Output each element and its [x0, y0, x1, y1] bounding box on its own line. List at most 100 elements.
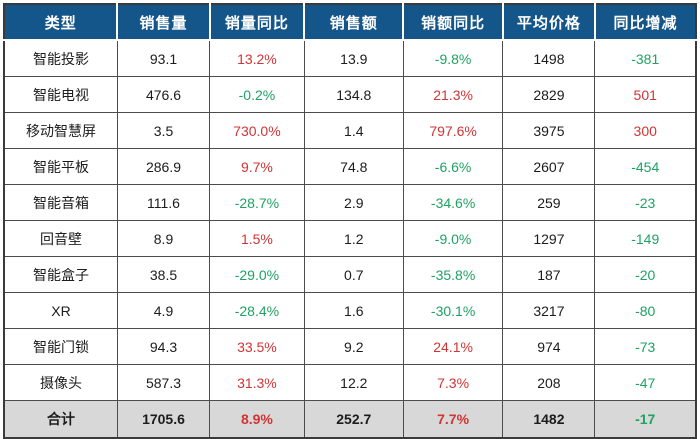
volume-yoy-cell: -28.7%	[209, 184, 305, 221]
type-cell: 智能门锁	[3, 328, 118, 365]
header-sales-amount: 销售额	[304, 4, 405, 41]
sales-volume-cell: 38.5	[116, 256, 211, 293]
sales-amount-cell: 12.2	[303, 364, 404, 401]
sales-amount-cell: 2.9	[303, 184, 404, 221]
sales-amount-cell: 1.6	[303, 292, 404, 329]
sales-volume-cell: 4.9	[116, 292, 211, 329]
volume-yoy-cell: 730.0%	[209, 112, 305, 149]
amount-yoy-cell: -6.6%	[402, 148, 504, 185]
avg-price-cell: 1297	[502, 220, 596, 257]
volume-yoy-cell: -28.4%	[209, 292, 305, 329]
yoy-change-cell: -20	[594, 256, 697, 293]
total-avg-price-cell: 1482	[502, 400, 596, 439]
sales-amount-cell: 0.7	[303, 256, 404, 293]
table-header: 类型 销售量 销量同比 销售额 销额同比 平均价格 同比增减	[4, 4, 696, 41]
sales-volume-cell: 3.5	[116, 112, 211, 149]
header-type: 类型	[4, 4, 119, 41]
sales-volume-cell: 93.1	[116, 39, 211, 77]
amount-yoy-cell: -9.8%	[402, 39, 504, 77]
sales-amount-cell: 13.9	[303, 39, 404, 77]
sales-volume-cell: 111.6	[116, 184, 211, 221]
volume-yoy-cell: 31.3%	[209, 364, 305, 401]
yoy-change-cell: 300	[594, 112, 697, 149]
sales-amount-cell: 1.2	[303, 220, 404, 257]
volume-yoy-cell: -29.0%	[209, 256, 305, 293]
sales-amount-cell: 1.4	[303, 112, 404, 149]
table-row: XR 4.9 -28.4% 1.6 -30.1% 3217 -80	[3, 292, 697, 329]
table-row: 智能电视 476.6 -0.2% 134.8 21.3% 2829 501	[3, 76, 697, 113]
avg-price-cell: 1498	[502, 39, 596, 77]
type-cell: 移动智慧屏	[3, 112, 118, 149]
sales-volume-cell: 286.9	[116, 148, 211, 185]
sales-table: 类型 销售量 销量同比 销售额 销额同比 平均价格 同比增减 智能投影 93.1…	[3, 3, 697, 439]
header-yoy-change: 同比增减	[594, 4, 696, 41]
volume-yoy-cell: 9.7%	[209, 148, 305, 185]
volume-yoy-cell: -0.2%	[209, 76, 305, 113]
yoy-change-cell: -73	[594, 328, 697, 365]
type-cell: 智能投影	[3, 39, 118, 77]
type-cell: XR	[3, 292, 118, 329]
amount-yoy-cell: 21.3%	[402, 76, 504, 113]
yoy-change-cell: -381	[594, 39, 697, 77]
type-cell: 智能电视	[3, 76, 118, 113]
avg-price-cell: 187	[502, 256, 596, 293]
type-cell: 摄像头	[3, 364, 118, 401]
type-cell: 智能音箱	[3, 184, 118, 221]
header-sales-volume: 销售量	[117, 4, 211, 41]
sales-volume-cell: 476.6	[116, 76, 211, 113]
table-row: 智能投影 93.1 13.2% 13.9 -9.8% 1498 -381	[3, 39, 697, 77]
amount-yoy-cell: -35.8%	[402, 256, 504, 293]
type-cell: 回音壁	[3, 220, 118, 257]
header-volume-yoy: 销量同比	[209, 4, 306, 41]
avg-price-cell: 974	[502, 328, 596, 365]
volume-yoy-cell: 13.2%	[209, 39, 305, 77]
table-row: 智能平板 286.9 9.7% 74.8 -6.6% 2607 -454	[3, 148, 697, 185]
yoy-change-cell: -149	[594, 220, 697, 257]
type-cell: 智能盒子	[3, 256, 118, 293]
table-row: 回音壁 8.9 1.5% 1.2 -9.0% 1297 -149	[3, 220, 697, 257]
amount-yoy-cell: 797.6%	[402, 112, 504, 149]
total-volume-yoy-cell: 8.9%	[209, 400, 305, 439]
avg-price-cell: 208	[502, 364, 596, 401]
total-yoy-change-cell: -17	[594, 400, 697, 439]
table-row: 智能盒子 38.5 -29.0% 0.7 -35.8% 187 -20	[3, 256, 697, 293]
total-sales-amount-cell: 252.7	[303, 400, 404, 439]
sales-amount-cell: 9.2	[303, 328, 404, 365]
amount-yoy-cell: 24.1%	[402, 328, 504, 365]
amount-yoy-cell: 7.3%	[402, 364, 504, 401]
yoy-change-cell: 501	[594, 76, 697, 113]
amount-yoy-cell: -34.6%	[402, 184, 504, 221]
sales-volume-cell: 587.3	[116, 364, 211, 401]
table-row: 摄像头 587.3 31.3% 12.2 7.3% 208 -47	[3, 364, 697, 401]
avg-price-cell: 3217	[502, 292, 596, 329]
table-row: 移动智慧屏 3.5 730.0% 1.4 797.6% 3975 300	[3, 112, 697, 149]
volume-yoy-cell: 33.5%	[209, 328, 305, 365]
sales-amount-cell: 74.8	[303, 148, 404, 185]
avg-price-cell: 259	[502, 184, 596, 221]
table-body: 智能投影 93.1 13.2% 13.9 -9.8% 1498 -381 智能电…	[3, 39, 697, 439]
avg-price-cell: 2607	[502, 148, 596, 185]
sales-volume-cell: 94.3	[116, 328, 211, 365]
avg-price-cell: 2829	[502, 76, 596, 113]
yoy-change-cell: -80	[594, 292, 697, 329]
yoy-change-cell: -23	[594, 184, 697, 221]
amount-yoy-cell: -9.0%	[402, 220, 504, 257]
amount-yoy-cell: -30.1%	[402, 292, 504, 329]
yoy-change-cell: -47	[594, 364, 697, 401]
sales-volume-cell: 8.9	[116, 220, 211, 257]
volume-yoy-cell: 1.5%	[209, 220, 305, 257]
avg-price-cell: 3975	[502, 112, 596, 149]
total-amount-yoy-cell: 7.7%	[402, 400, 504, 439]
table-row: 智能音箱 111.6 -28.7% 2.9 -34.6% 259 -23	[3, 184, 697, 221]
page: 类型 销售量 销量同比 销售额 销额同比 平均价格 同比增减 智能投影 93.1…	[3, 3, 697, 439]
total-sales-volume-cell: 1705.6	[116, 400, 211, 439]
header-amount-yoy: 销额同比	[403, 4, 504, 41]
type-cell: 智能平板	[3, 148, 118, 185]
yoy-change-cell: -454	[594, 148, 697, 185]
total-row: 合计 1705.6 8.9% 252.7 7.7% 1482 -17	[3, 400, 697, 439]
total-label-cell: 合计	[3, 400, 118, 439]
header-avg-price: 平均价格	[502, 4, 596, 41]
header-row: 类型 销售量 销量同比 销售额 销额同比 平均价格 同比增减	[4, 4, 696, 41]
sales-amount-cell: 134.8	[303, 76, 404, 113]
table-row: 智能门锁 94.3 33.5% 9.2 24.1% 974 -73	[3, 328, 697, 365]
